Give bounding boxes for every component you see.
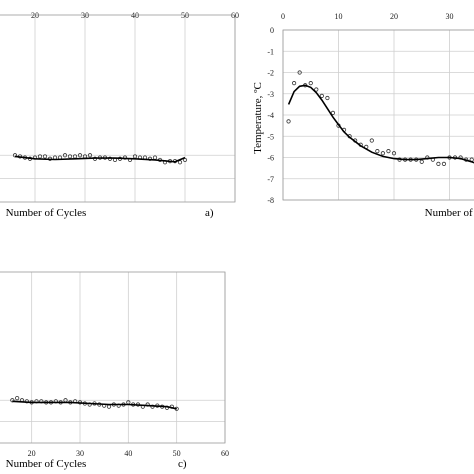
data-point <box>436 161 441 166</box>
x-tick-label: 40 <box>131 11 139 20</box>
y-tick-label: -5 <box>267 132 274 141</box>
plot-frame <box>282 29 474 201</box>
chart-panel-b: 0 10 20 30 0 -1 -2 -3 -4 -5 -6 -7 -8 Number of Cycles… <box>252 12 474 219</box>
y-tick-label: -8 <box>267 196 274 205</box>
x-tick-label: 0 <box>281 12 285 21</box>
panel-label: a) <box>205 207 214 219</box>
y-tick-label: -4 <box>267 111 274 120</box>
data-point <box>419 159 424 164</box>
data-point <box>369 138 374 143</box>
chart-panel-c: 20 30 40 50 60 Number of Cycles c) <box>0 271 229 470</box>
y-tick-label: -7 <box>267 175 274 184</box>
trend-line <box>287 84 474 164</box>
data-point <box>77 153 83 158</box>
panel-label: c) <box>178 458 187 470</box>
x-tick-label: 10 <box>335 12 343 21</box>
data-point <box>122 155 128 160</box>
data-point <box>380 151 385 156</box>
data-point <box>177 160 183 165</box>
y-tick-label: 0 <box>270 26 274 35</box>
data-point <box>319 93 324 98</box>
x-axis-label: Number of Cycles <box>425 207 474 219</box>
data-point <box>291 81 297 86</box>
data-point <box>330 110 336 115</box>
data-point <box>375 149 380 154</box>
data-point <box>297 70 302 75</box>
x-tick-label: 30 <box>81 11 89 20</box>
data-point <box>286 119 291 124</box>
y-tick-label: -2 <box>267 69 274 78</box>
x-tick-label: 50 <box>181 11 189 20</box>
x-tick-label: 50 <box>173 449 181 458</box>
x-tick-label: 20 <box>28 449 36 458</box>
data-point <box>15 396 20 401</box>
y-axis-label: Temperature, ºC <box>252 82 264 154</box>
data-point <box>106 404 112 409</box>
x-tick-label: 20 <box>390 12 398 21</box>
data-point <box>325 95 330 101</box>
trend-line <box>12 400 177 410</box>
data-point <box>87 153 93 158</box>
x-axis-label: Number of Cycles <box>6 207 87 219</box>
data-point <box>391 151 397 156</box>
x-axis-label: Number of Cycles <box>6 458 87 470</box>
x-tick-label: 30 <box>76 449 84 458</box>
x-tick-label: 20 <box>31 11 39 20</box>
data-point <box>441 161 447 166</box>
plot-frame <box>0 14 236 203</box>
data-point <box>62 153 68 158</box>
data-point <box>314 87 319 92</box>
data-point <box>386 149 391 154</box>
trend-line <box>14 155 186 163</box>
x-tick-label: 30 <box>446 12 454 21</box>
data-point <box>67 154 73 159</box>
x-tick-label: 60 <box>221 449 229 458</box>
data-point <box>37 154 43 159</box>
plot-frame <box>0 271 226 444</box>
y-tick-label: -1 <box>267 47 274 56</box>
data-point <box>308 81 313 86</box>
data-point <box>42 154 48 159</box>
y-tick-label: -6 <box>267 154 274 163</box>
x-tick-label: 40 <box>124 449 132 458</box>
data-point <box>152 155 158 160</box>
y-tick-label: -3 <box>267 90 274 99</box>
